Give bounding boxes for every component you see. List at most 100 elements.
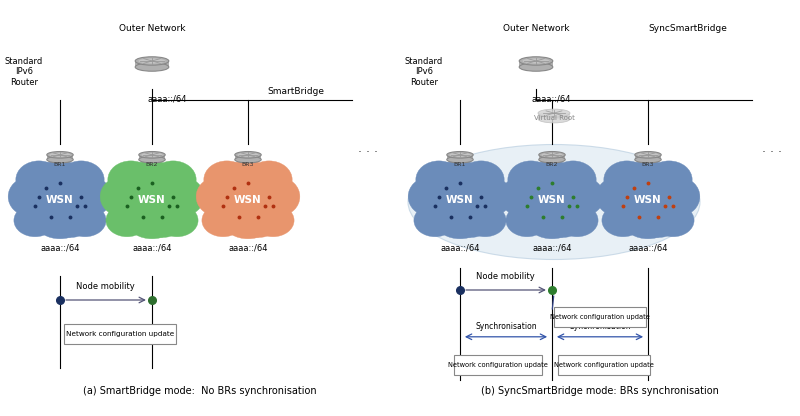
Text: . . .: . . . (762, 141, 782, 154)
Ellipse shape (629, 160, 667, 189)
Ellipse shape (450, 153, 470, 157)
FancyBboxPatch shape (538, 113, 570, 119)
Ellipse shape (138, 59, 166, 64)
Text: aaaa::/64: aaaa::/64 (40, 244, 80, 253)
Ellipse shape (652, 204, 694, 237)
Text: aaaa::/64: aaaa::/64 (628, 244, 668, 253)
Ellipse shape (430, 173, 490, 227)
Ellipse shape (64, 204, 106, 237)
Ellipse shape (538, 115, 570, 123)
Text: WSN: WSN (234, 195, 262, 205)
Text: Network configuration update: Network configuration update (66, 331, 174, 337)
Ellipse shape (542, 153, 562, 157)
Text: BR3: BR3 (242, 161, 254, 166)
Ellipse shape (431, 163, 466, 190)
Ellipse shape (618, 173, 678, 227)
Text: Network configuration update: Network configuration update (554, 362, 654, 368)
Ellipse shape (416, 161, 462, 198)
Ellipse shape (602, 204, 644, 237)
Ellipse shape (150, 161, 196, 198)
Ellipse shape (242, 210, 277, 238)
Ellipse shape (642, 210, 677, 238)
Text: BR3: BR3 (642, 161, 654, 166)
Ellipse shape (604, 161, 650, 198)
Ellipse shape (522, 59, 550, 64)
Ellipse shape (408, 178, 446, 215)
Ellipse shape (519, 63, 553, 71)
Text: Network configuration update: Network configuration update (550, 314, 650, 320)
Ellipse shape (523, 163, 558, 190)
Ellipse shape (146, 210, 181, 238)
Ellipse shape (500, 178, 538, 215)
Ellipse shape (196, 178, 234, 215)
Ellipse shape (50, 153, 70, 157)
FancyBboxPatch shape (135, 61, 169, 67)
FancyBboxPatch shape (454, 355, 542, 375)
Ellipse shape (635, 151, 662, 158)
Ellipse shape (542, 111, 566, 116)
Ellipse shape (202, 204, 244, 237)
Ellipse shape (30, 173, 90, 227)
Ellipse shape (238, 153, 258, 157)
Ellipse shape (129, 210, 175, 239)
Ellipse shape (219, 163, 254, 190)
Text: Standard
IPv6
Router: Standard IPv6 Router (5, 57, 43, 87)
Ellipse shape (446, 151, 474, 158)
Ellipse shape (454, 210, 489, 238)
Ellipse shape (135, 63, 169, 71)
Ellipse shape (100, 178, 138, 215)
Ellipse shape (408, 144, 700, 260)
Ellipse shape (133, 160, 171, 189)
Ellipse shape (235, 151, 262, 158)
Ellipse shape (8, 178, 46, 215)
Ellipse shape (596, 178, 634, 215)
FancyBboxPatch shape (635, 155, 662, 160)
Ellipse shape (166, 178, 204, 215)
Text: Virtual Root: Virtual Root (534, 115, 574, 121)
Ellipse shape (156, 204, 198, 237)
Ellipse shape (106, 204, 148, 237)
Text: Node mobility: Node mobility (476, 272, 534, 281)
Text: aaaa::/64: aaaa::/64 (228, 244, 268, 253)
Ellipse shape (625, 210, 671, 239)
Text: Outer Network: Outer Network (118, 24, 186, 33)
Ellipse shape (458, 161, 504, 198)
Ellipse shape (74, 178, 112, 215)
Ellipse shape (139, 151, 165, 158)
Ellipse shape (135, 57, 169, 65)
Ellipse shape (142, 153, 162, 157)
Text: aaaa::/64: aaaa::/64 (532, 94, 571, 103)
Text: WSN: WSN (138, 195, 166, 205)
Ellipse shape (662, 178, 700, 215)
Ellipse shape (218, 173, 278, 227)
Ellipse shape (635, 156, 662, 163)
Ellipse shape (646, 161, 692, 198)
Ellipse shape (139, 156, 165, 163)
Ellipse shape (638, 153, 658, 157)
Ellipse shape (464, 204, 506, 237)
Ellipse shape (619, 163, 654, 190)
Text: SyncSmartBridge: SyncSmartBridge (649, 24, 727, 33)
Ellipse shape (519, 57, 553, 65)
Text: aaaa::/64: aaaa::/64 (132, 244, 172, 253)
Ellipse shape (14, 204, 56, 237)
Text: (b) SyncSmartBridge mode: BRs synchronisation: (b) SyncSmartBridge mode: BRs synchronis… (481, 386, 719, 396)
Text: Node mobility: Node mobility (76, 282, 134, 291)
Ellipse shape (58, 161, 104, 198)
Text: Synchronisation: Synchronisation (475, 322, 537, 331)
Ellipse shape (474, 178, 512, 215)
Ellipse shape (414, 204, 456, 237)
Ellipse shape (556, 204, 598, 237)
Text: (a) SmartBridge mode:  No BRs synchronisation: (a) SmartBridge mode: No BRs synchronisa… (83, 386, 317, 396)
Ellipse shape (441, 160, 479, 189)
FancyBboxPatch shape (554, 307, 646, 327)
Ellipse shape (262, 178, 300, 215)
Ellipse shape (566, 178, 604, 215)
Ellipse shape (31, 163, 66, 190)
Ellipse shape (46, 151, 74, 158)
Text: . . .: . . . (358, 141, 378, 154)
Ellipse shape (522, 173, 582, 227)
Text: aaaa::/64: aaaa::/64 (440, 244, 480, 253)
Ellipse shape (550, 161, 596, 198)
Ellipse shape (37, 210, 83, 239)
